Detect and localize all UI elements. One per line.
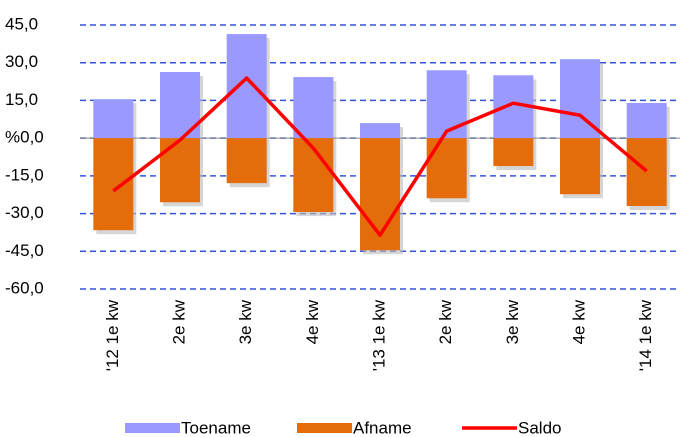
bar	[226, 138, 267, 184]
bar	[426, 138, 467, 199]
y-tick-label: 30,0	[5, 52, 38, 71]
bar	[493, 138, 534, 167]
bar	[360, 123, 400, 139]
legend-swatch	[297, 423, 352, 433]
y-tick-label: -15,0	[5, 165, 44, 184]
bar	[160, 138, 200, 203]
x-tick-label: '14 1e kw	[636, 299, 655, 371]
x-tick-label: 2e kw	[169, 299, 188, 344]
bar	[360, 138, 400, 251]
x-tick-label: 4e kw	[569, 299, 588, 344]
x-tick-label: 3e kw	[503, 299, 522, 344]
bar	[626, 138, 667, 207]
bar	[293, 77, 334, 139]
legend-label: Afname	[353, 418, 412, 437]
legend-swatch	[125, 423, 180, 433]
y-tick-label: -60,0	[5, 278, 44, 297]
x-tick-label: '12 1e kw	[103, 299, 122, 371]
y-tick-label: -30,0	[5, 203, 44, 222]
bar	[626, 102, 667, 139]
y-tick-label: 15,0	[5, 90, 38, 109]
x-tick-label: 4e kw	[303, 299, 322, 344]
x-tick-label: 2e kw	[436, 299, 455, 344]
legend-label: Toename	[181, 418, 251, 437]
bar	[226, 34, 267, 139]
bar	[426, 70, 467, 139]
legend-label: Saldo	[518, 418, 561, 437]
y-tick-label: 45,0	[5, 14, 38, 33]
x-tick-label: '13 1e kw	[369, 299, 388, 371]
bar	[93, 138, 134, 231]
x-tick-label: 3e kw	[236, 299, 255, 344]
line-series	[112, 76, 648, 237]
bar	[93, 99, 134, 139]
bar	[560, 138, 600, 195]
y-tick-label: -45,0	[5, 241, 44, 260]
y-tick-label: %0,0	[5, 128, 44, 147]
